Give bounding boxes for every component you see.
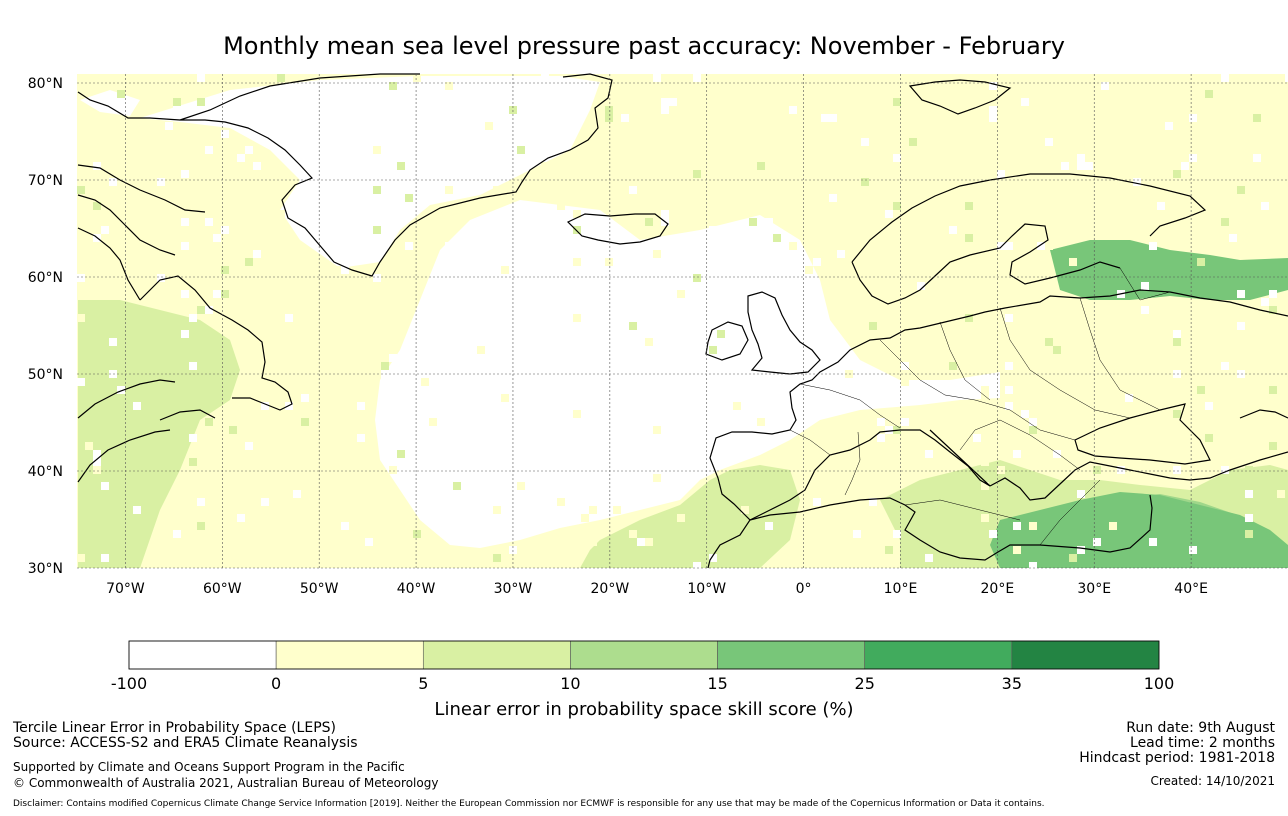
disclaimer: Disclaimer: Contains modified Copernicus… xyxy=(13,799,1045,809)
lon-label: 60°W xyxy=(203,581,242,597)
colorbar-ticks: -100 0 5 10 15 25 35 100 xyxy=(111,674,1174,693)
region-north-atlantic-open-ocean xyxy=(80,76,1000,548)
colorbar-label: Linear error in probability space skill … xyxy=(434,699,854,720)
colorbar-cell xyxy=(864,640,1013,670)
north-africa-coast xyxy=(749,494,1153,561)
colorbar-cell xyxy=(128,640,277,670)
footer-right: Run date: 9th August Lead time: 2 months… xyxy=(1079,721,1275,789)
lon-label: 30°E xyxy=(1077,581,1111,597)
footer-left: Tercile Linear Error in Probability Spac… xyxy=(13,721,438,791)
baffin-coast xyxy=(77,164,206,301)
colorbar-cell xyxy=(275,640,424,670)
footer-source: Source: ACCESS-S2 and ERA5 Climate Reana… xyxy=(13,735,358,751)
colorbar-tick-label: 0 xyxy=(271,674,281,693)
country-borders xyxy=(789,267,1171,546)
lon-label: 10°E xyxy=(884,581,918,597)
lat-label: 80°N xyxy=(28,76,63,92)
norway-coast xyxy=(851,173,1207,305)
lon-label: 30°W xyxy=(494,581,533,597)
lat-label: 40°N xyxy=(28,464,63,480)
colorbar: -100 0 5 10 15 25 35 100 xyxy=(111,640,1174,693)
colorbar-tick-label: 35 xyxy=(1002,674,1022,693)
footer-copyright: © Commonwealth of Australia 2021, Austra… xyxy=(13,776,439,790)
colorbar-tick-label: 15 xyxy=(707,674,727,693)
colorbar-tick-label: 100 xyxy=(1144,674,1175,693)
lon-label: 10°W xyxy=(687,581,726,597)
colorbar-tick-label: -100 xyxy=(111,674,147,693)
colorbar-tick-label: 5 xyxy=(418,674,428,693)
score-shading xyxy=(77,74,1288,570)
colorbar-tick-label: 10 xyxy=(560,674,580,693)
lat-label: 60°N xyxy=(28,270,63,286)
lon-label: 0° xyxy=(796,581,812,597)
black-sea-coast xyxy=(1074,403,1211,465)
latitude-labels: 80°N 70°N 60°N 50°N 40°N 30°N xyxy=(28,76,63,577)
lat-label: 30°N xyxy=(28,561,63,577)
lon-label: 70°W xyxy=(106,581,145,597)
lon-label: 20°W xyxy=(591,581,630,597)
labrador-coast xyxy=(77,275,293,483)
europe-coast xyxy=(707,289,1288,569)
colorbar-cell xyxy=(422,640,571,670)
coastlines xyxy=(77,73,1288,569)
lon-label: 50°W xyxy=(300,581,339,597)
run-date: Run date: 9th August xyxy=(1126,720,1275,736)
colorbar-frame xyxy=(128,640,1160,670)
colorbar-cell xyxy=(570,640,718,670)
map-title: Monthly mean sea level pressure past acc… xyxy=(223,32,1065,60)
greenland-coast xyxy=(77,73,613,277)
longitude-labels: 70°W 60°W 50°W 40°W 30°W 20°W 10°W 0° 10°E 20°E 30… xyxy=(106,581,1208,597)
iceland-coast xyxy=(566,213,669,245)
created-date: Created: 14/10/2021 xyxy=(1150,774,1275,788)
colorbar-cells xyxy=(128,640,1160,670)
skill-score-map: 80°N 70°N 60°N 50°N 40°N 30°N 70°W 60°W 50°W 40°… xyxy=(28,73,1288,597)
colorbar-cell xyxy=(717,640,866,670)
lon-label: 40°W xyxy=(397,581,436,597)
ireland-coast xyxy=(705,321,749,361)
region-east-med-core xyxy=(1110,494,1288,568)
lon-label: 40°E xyxy=(1174,581,1208,597)
colorbar-cell xyxy=(1011,640,1160,670)
lon-label: 20°E xyxy=(981,581,1015,597)
east-coast xyxy=(1239,409,1288,419)
footer-support: Supported by Climate and Oceans Support … xyxy=(13,760,405,774)
lat-label: 50°N xyxy=(28,367,63,383)
britain-coast xyxy=(747,291,821,375)
lat-label: 70°N xyxy=(28,173,63,189)
footer-method: Tercile Linear Error in Probability Spac… xyxy=(13,720,336,736)
graticule xyxy=(77,74,1288,569)
svalbard-coast xyxy=(908,79,1012,115)
med-north-coast xyxy=(749,429,1288,521)
lead-time: Lead time: 2 months xyxy=(1130,735,1275,751)
colorbar-tick-label: 25 xyxy=(855,674,875,693)
hindcast-period: Hindcast period: 1981-2018 xyxy=(1079,750,1275,766)
